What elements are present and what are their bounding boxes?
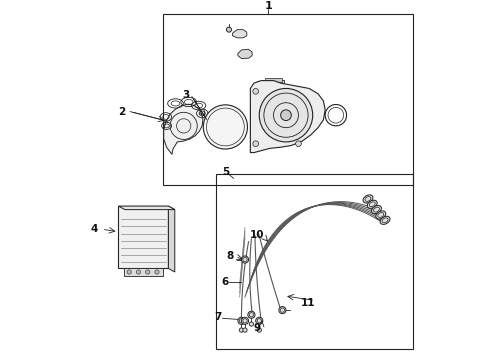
Bar (265, 78, 282, 82)
Text: 7: 7 (215, 312, 222, 322)
Text: 11: 11 (301, 298, 316, 308)
Ellipse shape (363, 195, 373, 203)
Text: 4: 4 (91, 224, 98, 234)
Circle shape (211, 119, 218, 126)
Polygon shape (119, 206, 175, 210)
Text: 1: 1 (264, 1, 272, 12)
Polygon shape (206, 116, 223, 130)
Circle shape (295, 141, 301, 147)
Ellipse shape (380, 216, 390, 224)
Text: 6: 6 (222, 276, 229, 287)
Circle shape (242, 317, 248, 324)
Circle shape (155, 270, 159, 274)
Polygon shape (233, 30, 247, 38)
Circle shape (226, 27, 231, 32)
Circle shape (242, 256, 248, 263)
Circle shape (256, 317, 263, 324)
Bar (119, 206, 169, 269)
Polygon shape (169, 206, 175, 272)
Text: 10: 10 (250, 230, 265, 240)
Circle shape (248, 311, 255, 318)
Circle shape (253, 141, 259, 147)
Circle shape (239, 328, 244, 332)
Bar (263, 80, 284, 87)
Circle shape (281, 110, 292, 121)
Text: 8: 8 (226, 251, 234, 261)
Circle shape (127, 270, 131, 274)
Polygon shape (238, 49, 252, 59)
Ellipse shape (259, 89, 313, 142)
Polygon shape (164, 104, 203, 154)
Ellipse shape (376, 211, 386, 219)
Circle shape (243, 328, 247, 332)
Bar (163, 14, 413, 185)
Bar (217, 174, 413, 348)
Polygon shape (250, 81, 325, 153)
Bar (124, 268, 163, 276)
Circle shape (146, 270, 150, 274)
Text: 2: 2 (119, 107, 125, 117)
Text: 5: 5 (222, 167, 229, 177)
Ellipse shape (371, 206, 382, 214)
Circle shape (279, 307, 286, 314)
Circle shape (136, 270, 141, 274)
Circle shape (249, 322, 253, 326)
Ellipse shape (368, 200, 377, 208)
Circle shape (257, 328, 261, 332)
Circle shape (253, 89, 259, 94)
Circle shape (238, 317, 245, 324)
Text: 9: 9 (254, 323, 261, 333)
Text: 3: 3 (183, 90, 190, 100)
Ellipse shape (203, 105, 247, 149)
